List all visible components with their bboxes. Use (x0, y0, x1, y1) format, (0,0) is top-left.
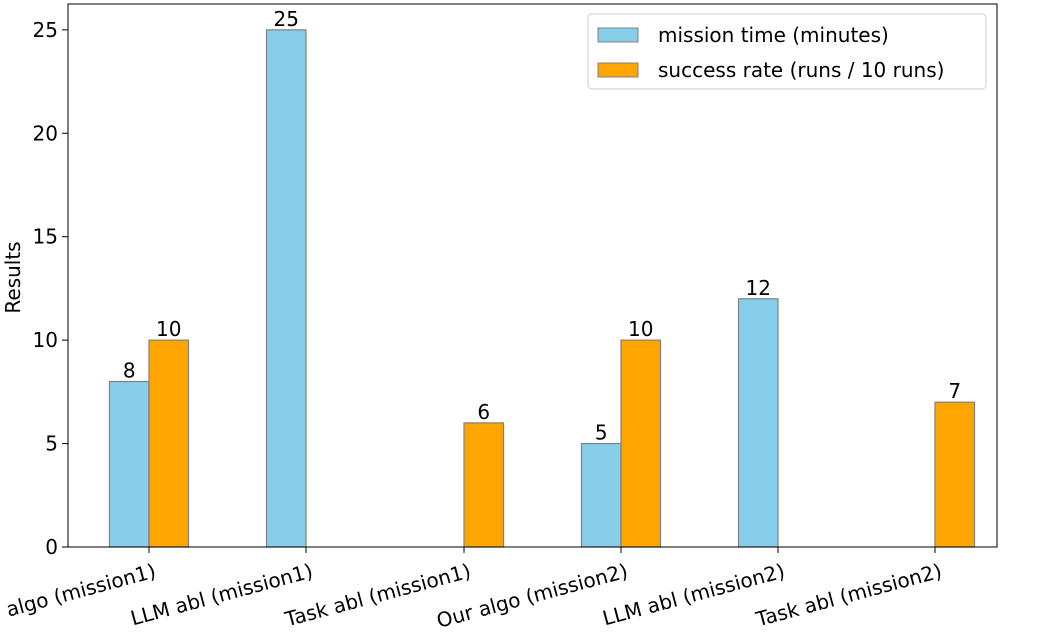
bar-s1-0 (148, 339, 190, 548)
bar-s0-1 (265, 29, 307, 548)
y-tick-label-0: 0 (45, 535, 58, 559)
legend-label-1: success rate (runs / 10 runs) (658, 58, 944, 82)
y-tick-label-3: 15 (33, 225, 58, 249)
y-tick-label-5: 25 (33, 18, 58, 42)
bar-s1-5 (934, 401, 976, 548)
y-tick-label-2: 10 (33, 328, 58, 352)
legend-box (587, 13, 987, 90)
data-label-s1-0: 10 (156, 317, 181, 341)
legend-label-0: mission time (minutes) (658, 23, 889, 47)
data-label-s1-3: 10 (628, 317, 653, 341)
data-label-s1-5: 7 (948, 379, 961, 403)
y-tick-label-1: 5 (45, 432, 58, 456)
y-tick-label-4: 20 (33, 121, 58, 145)
data-label-s0-3: 5 (595, 421, 608, 445)
legend-swatch-0 (597, 27, 639, 43)
legend-swatch-1 (597, 62, 639, 78)
data-label-s0-4: 12 (746, 276, 771, 300)
plot-area: 8 25 5 12 10 6 10 7 (108, 7, 976, 548)
data-label-s0-0: 8 (123, 359, 136, 383)
y-axis-label: Results (1, 241, 25, 313)
bar-s0-3 (580, 442, 622, 548)
data-label-s1-2: 6 (477, 400, 490, 424)
axes-frame (67, 3, 998, 548)
bar-s0-4 (737, 298, 779, 548)
bar-s1-2 (463, 422, 505, 548)
legend: mission time (minutes) success rate (runs… (587, 13, 987, 90)
bar-s0-0 (108, 380, 150, 548)
data-label-s0-1: 25 (274, 7, 299, 31)
bar-s1-3 (620, 339, 662, 548)
